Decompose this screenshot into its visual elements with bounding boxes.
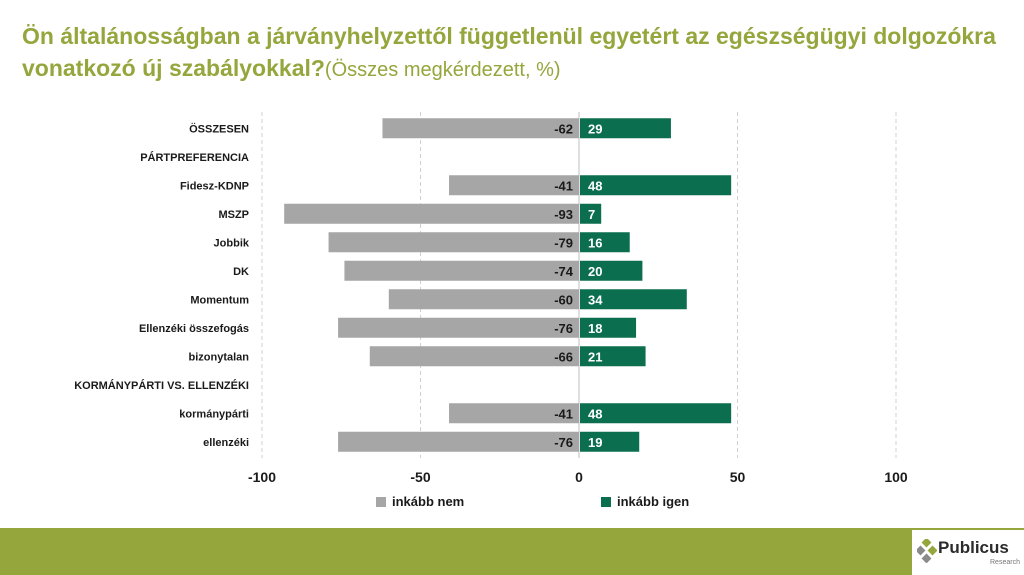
bar-inkabb-igen xyxy=(580,175,732,196)
legend-label: inkább igen xyxy=(617,494,689,509)
chart-title: Ön általánosságban a járványhelyzettől f… xyxy=(22,20,1002,86)
bars: -62 29-41 48-93 7-79 16-74 20-60 34-76 18-66 21-… xyxy=(284,118,732,452)
legend-label: inkább nem xyxy=(392,494,464,509)
data-label-inkabb-igen: 7 xyxy=(588,207,595,222)
bar-inkabb-nem xyxy=(344,260,579,281)
logo-sub: Research xyxy=(990,559,1020,566)
data-label-inkabb-igen: 48 xyxy=(588,406,602,421)
legend-swatch xyxy=(376,497,386,507)
chart-title-main: Ön általánosságban a járványhelyzettől f… xyxy=(22,23,996,81)
x-tick-label: 0 xyxy=(575,469,583,485)
data-label-inkabb-nem: -76 xyxy=(554,321,573,336)
category-label: bizonytalan xyxy=(188,351,249,363)
data-label-inkabb-nem: -41 xyxy=(554,406,573,421)
data-label-inkabb-igen: 20 xyxy=(588,264,602,279)
data-label-inkabb-igen: 34 xyxy=(588,292,603,307)
bar-inkabb-nem xyxy=(449,403,579,424)
bar-inkabb-nem xyxy=(338,431,579,452)
data-label-inkabb-nem: -62 xyxy=(554,121,573,136)
x-tick-label: -100 xyxy=(248,469,276,485)
bar-inkabb-igen xyxy=(580,346,646,367)
category-label: KORMÁNYPÁRTI VS. ELLENZÉKI xyxy=(74,379,249,392)
bar-inkabb-nem xyxy=(369,346,579,367)
category-labels: ÖSSZESEN PÁRTPREFERENCIA Fidesz-KDNP MSZP Jo… xyxy=(74,122,250,449)
category-label: kormánypárti xyxy=(179,408,249,420)
bar-inkabb-nem xyxy=(284,203,579,224)
logo-name: Publicus xyxy=(938,538,1009,557)
legend: inkább nem inkább igen xyxy=(376,494,689,509)
x-tick-label: 100 xyxy=(884,469,908,485)
data-label-inkabb-nem: -60 xyxy=(554,292,573,307)
x-axis-ticks: -100 -50 0 50 100 xyxy=(248,469,908,485)
data-label-inkabb-nem: -76 xyxy=(554,435,573,450)
bar-chart: -62 29-41 48-93 7-79 16-74 20-60 34-76 18-66 21-… xyxy=(74,112,908,509)
data-label-inkabb-nem: -41 xyxy=(554,178,573,193)
bar-inkabb-igen xyxy=(580,289,687,310)
data-label-inkabb-igen: 16 xyxy=(588,235,602,250)
data-label-inkabb-igen: 19 xyxy=(588,435,602,450)
category-label: DK xyxy=(233,266,249,278)
category-label: Fidesz-KDNP xyxy=(180,180,249,192)
data-label-inkabb-igen: 48 xyxy=(588,178,602,193)
chart-subtitle: (Összes megkérdezett, %) xyxy=(324,59,561,81)
category-label: PÁRTPREFERENCIA xyxy=(140,151,249,164)
bar-inkabb-nem xyxy=(328,232,579,253)
legend-swatch xyxy=(601,497,611,507)
data-label-inkabb-nem: -66 xyxy=(554,349,573,364)
data-label-inkabb-igen: 21 xyxy=(588,349,602,364)
category-label: Ellenzéki összefogás xyxy=(139,323,249,335)
data-label-inkabb-nem: -93 xyxy=(554,207,573,222)
bar-inkabb-igen xyxy=(580,403,732,424)
bar-inkabb-igen xyxy=(580,260,643,281)
bar-inkabb-igen xyxy=(580,317,637,338)
publicus-logo: Publicus Research xyxy=(912,530,1024,575)
category-label: ÖSSZESEN xyxy=(189,122,249,135)
data-label-inkabb-igen: 18 xyxy=(588,321,602,336)
category-label: Jobbik xyxy=(214,237,250,249)
category-label: MSZP xyxy=(218,209,249,221)
data-label-inkabb-nem: -74 xyxy=(554,264,574,279)
x-tick-label: -50 xyxy=(410,469,430,485)
bar-inkabb-igen xyxy=(580,232,630,253)
bar-inkabb-igen xyxy=(580,203,602,224)
bar-inkabb-nem xyxy=(449,175,579,196)
bar-inkabb-nem xyxy=(338,317,579,338)
data-label-inkabb-nem: -79 xyxy=(554,235,573,250)
bar-inkabb-igen xyxy=(580,118,671,139)
x-tick-label: 50 xyxy=(730,469,746,485)
bar-inkabb-igen xyxy=(580,431,640,452)
bar-inkabb-nem xyxy=(388,289,579,310)
category-label: ellenzéki xyxy=(203,437,249,449)
bar-inkabb-nem xyxy=(382,118,579,139)
logo-mark-icon xyxy=(917,539,937,563)
data-label-inkabb-igen: 29 xyxy=(588,121,602,136)
grid-lines xyxy=(261,112,897,458)
category-label: Momentum xyxy=(190,294,249,306)
footer-band xyxy=(0,528,1024,575)
